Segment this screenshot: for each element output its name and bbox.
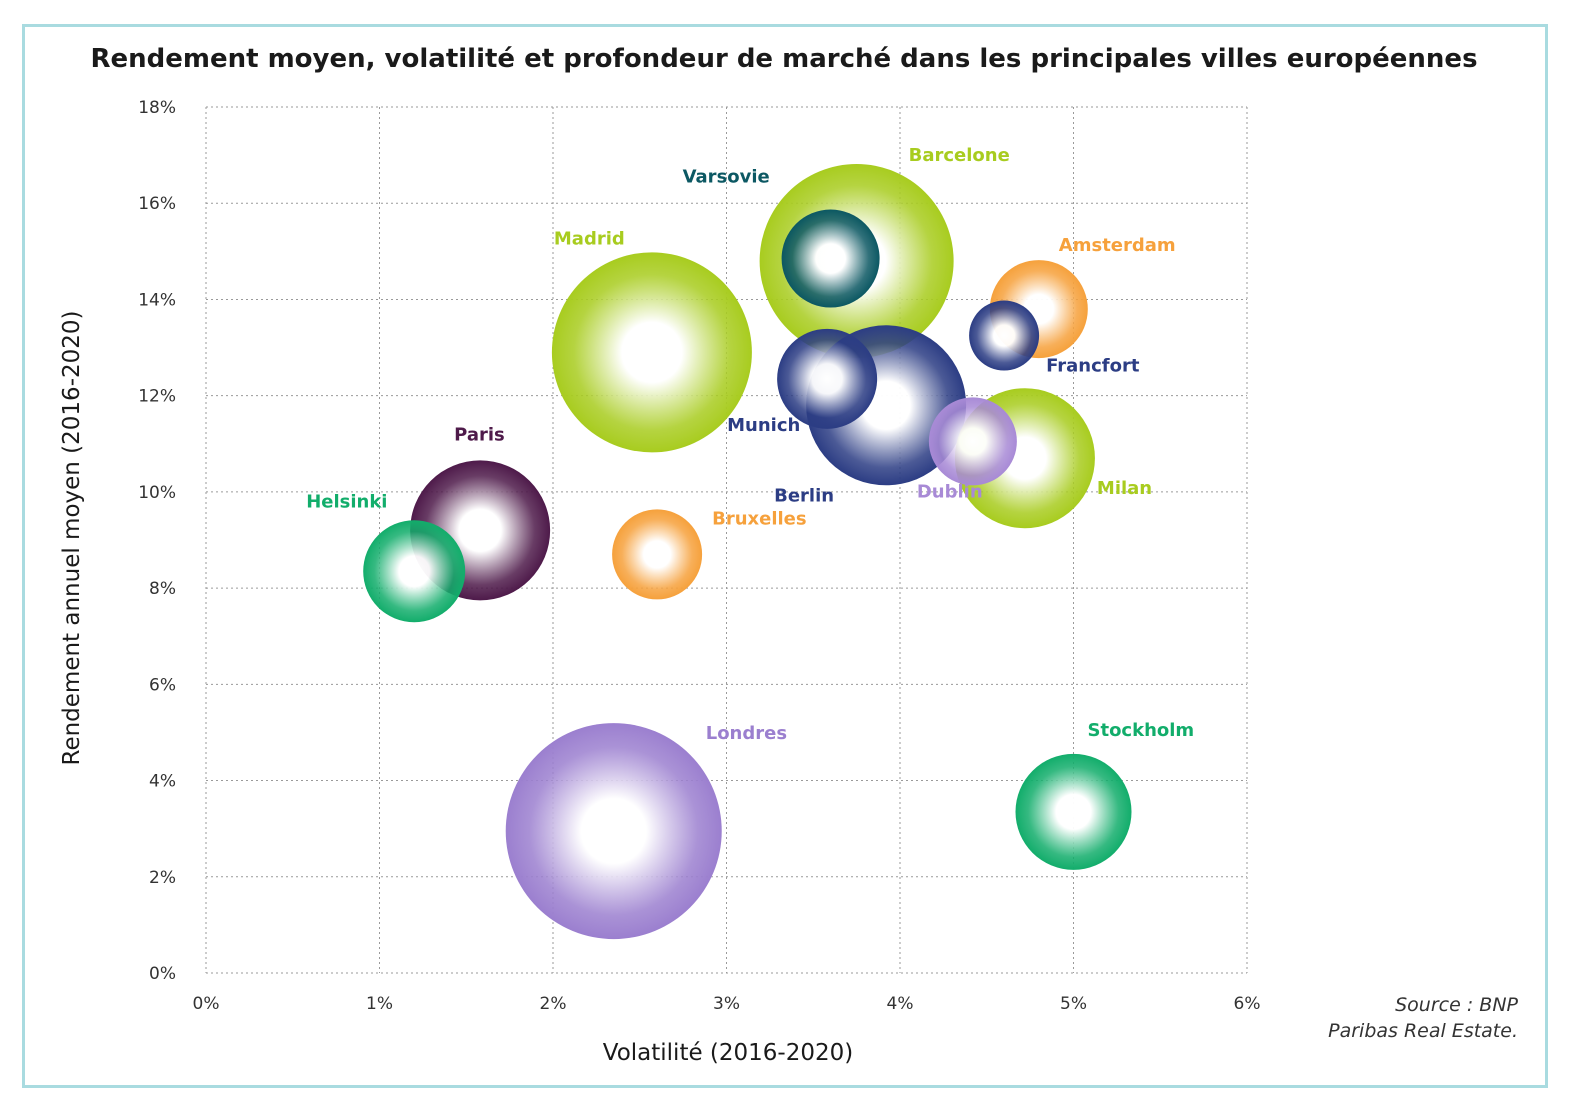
x-tick-label: 5% xyxy=(1060,994,1087,1014)
label-madrid: Madrid xyxy=(554,228,625,249)
y-tick-label: 0% xyxy=(149,964,176,984)
x-tick-label: 3% xyxy=(713,994,740,1014)
label-berlin: Berlin xyxy=(774,485,834,506)
label-amsterdam: Amsterdam xyxy=(1059,235,1176,256)
axis-ticks: 0% 1% 2% 3% 4% 5% 6% 0% 2% 4% 6% 8% 10% 12% 14% 16% 18% xyxy=(138,98,1260,1014)
bubble-londres xyxy=(505,723,722,940)
x-axis-label: Volatilité (2016-2020) xyxy=(602,1040,854,1066)
chart-title: Rendement moyen, volatilité et profondeu… xyxy=(90,44,1478,74)
label-paris: Paris xyxy=(454,424,505,445)
bubble-helsinki xyxy=(363,520,466,623)
bubbles xyxy=(363,163,1132,940)
y-tick-label: 16% xyxy=(138,194,176,214)
source-line-2: Paribas Real Estate. xyxy=(1328,1020,1518,1042)
bubble-stockholm xyxy=(1015,753,1132,870)
bubble-dublin xyxy=(928,397,1017,486)
label-varsovie: Varsovie xyxy=(683,167,770,188)
label-dublin: Dublin xyxy=(917,481,983,502)
source-note: Source : BNP Paribas Real Estate. xyxy=(1328,992,1518,1044)
bubble-labels: Londres Madrid Barcelone Berlin Paris Milan St… xyxy=(306,145,1194,744)
x-tick-label: 2% xyxy=(540,994,567,1014)
y-tick-label: 18% xyxy=(138,98,176,118)
label-bruxelles: Bruxelles xyxy=(712,508,807,529)
x-tick-label: 1% xyxy=(366,994,393,1014)
chart-frame xyxy=(22,24,1548,1088)
label-stockholm: Stockholm xyxy=(1088,720,1195,741)
y-tick-label: 10% xyxy=(138,483,176,503)
y-tick-label: 12% xyxy=(138,387,176,407)
label-milan: Milan xyxy=(1097,478,1152,499)
bubble-munich xyxy=(777,328,878,429)
y-tick-label: 6% xyxy=(149,675,176,695)
x-tick-label: 6% xyxy=(1234,994,1261,1014)
label-barcelone: Barcelone xyxy=(909,145,1010,166)
y-tick-label: 4% xyxy=(149,772,176,792)
bubble-francfort xyxy=(969,300,1040,371)
x-tick-label: 4% xyxy=(887,994,914,1014)
bubble-madrid xyxy=(551,252,752,453)
label-londres: Londres xyxy=(706,723,787,744)
y-tick-label: 14% xyxy=(138,290,176,310)
bubble-bruxelles xyxy=(612,509,703,600)
label-francfort: Francfort xyxy=(1046,356,1140,377)
x-tick-label: 0% xyxy=(193,994,220,1014)
y-tick-label: 2% xyxy=(149,868,176,888)
label-munich: Munich xyxy=(727,415,800,436)
bubble-varsovie xyxy=(781,209,880,308)
label-helsinki: Helsinki xyxy=(306,491,387,512)
y-tick-label: 8% xyxy=(149,579,176,599)
source-line-1: Source : BNP xyxy=(1395,994,1518,1016)
